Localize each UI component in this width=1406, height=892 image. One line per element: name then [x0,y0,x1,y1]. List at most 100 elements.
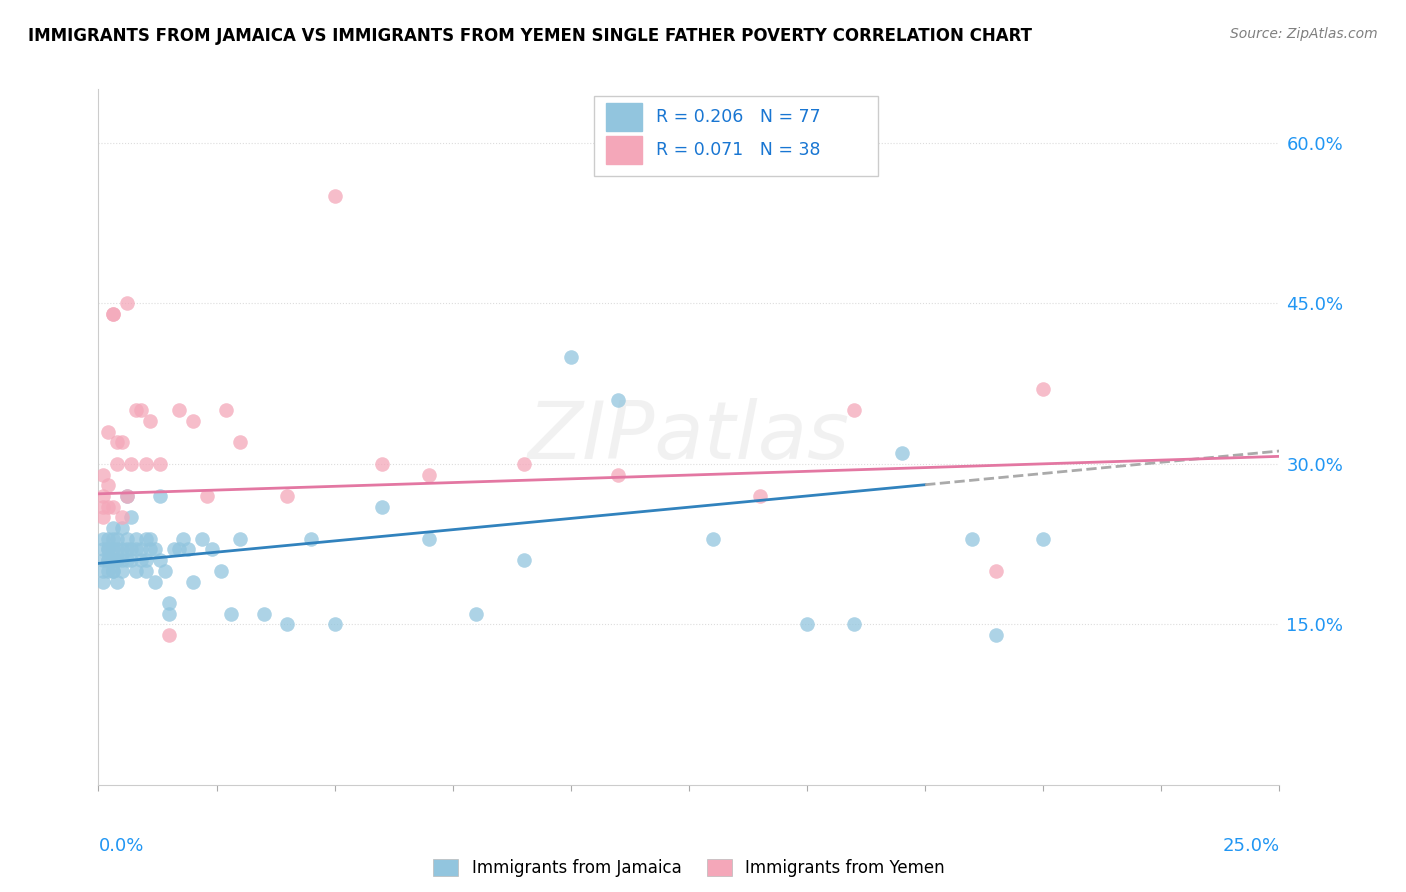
Point [125,542,148,557]
Point [157,607,180,621]
Text: R = 0.071   N = 38: R = 0.071 N = 38 [655,141,820,159]
Point [111,542,134,557]
Point [181,414,204,428]
Point [115,489,138,503]
Point [125,564,148,578]
Point [157,596,180,610]
Point [105,574,128,589]
Point [702,532,724,546]
Point [129,553,152,567]
Point [512,553,534,567]
Point [253,607,276,621]
Point [890,446,912,460]
Point [143,542,166,557]
Point [121,510,143,524]
Point [512,457,534,471]
Point [115,296,138,310]
Point [101,521,124,535]
Point [229,435,252,450]
Legend: Immigrants from Jamaica, Immigrants from Yemen: Immigrants from Jamaica, Immigrants from… [427,852,950,884]
Point [97,553,120,567]
Point [323,189,346,203]
Point [105,553,128,567]
Point [101,564,124,578]
Point [111,553,134,567]
Bar [606,103,641,131]
Text: 0.0%: 0.0% [98,837,143,855]
Point [748,489,770,503]
Point [129,403,152,417]
Point [149,489,172,503]
Point [984,628,1007,642]
Point [97,553,120,567]
Point [219,607,242,621]
Point [153,564,176,578]
Point [299,532,322,546]
Point [115,542,138,557]
Point [105,553,128,567]
Point [157,628,180,642]
Point [796,617,818,632]
Point [229,532,252,546]
Point [111,435,134,450]
Point [121,542,143,557]
Text: R = 0.206   N = 77: R = 0.206 N = 77 [655,108,821,126]
Point [101,532,124,546]
Point [91,553,114,567]
Text: IMMIGRANTS FROM JAMAICA VS IMMIGRANTS FROM YEMEN SINGLE FATHER POVERTY CORRELATI: IMMIGRANTS FROM JAMAICA VS IMMIGRANTS FR… [28,27,1032,45]
Point [143,574,166,589]
Point [97,542,120,557]
Point [97,425,120,439]
Point [97,542,120,557]
Point [139,532,162,546]
Point [135,553,157,567]
Point [125,532,148,546]
Point [191,532,214,546]
Point [97,564,120,578]
Point [125,403,148,417]
Point [149,457,172,471]
Point [172,532,194,546]
Point [195,489,218,503]
Point [97,532,120,546]
Point [91,510,114,524]
Point [121,457,143,471]
Point [465,607,488,621]
Point [607,392,630,407]
Point [101,307,124,321]
Point [984,564,1007,578]
Point [121,553,143,567]
Point [105,532,128,546]
Point [167,403,190,417]
Point [111,521,134,535]
Point [105,457,128,471]
Point [101,542,124,557]
Point [418,467,440,482]
Point [91,467,114,482]
Text: Source: ZipAtlas.com: Source: ZipAtlas.com [1230,27,1378,41]
Point [844,617,866,632]
Point [149,553,172,567]
Point [276,617,298,632]
Point [163,542,186,557]
Point [215,403,238,417]
Point [97,478,120,492]
Point [181,574,204,589]
Point [129,542,152,557]
Point [607,467,630,482]
Point [135,457,157,471]
Point [139,414,162,428]
Point [91,564,114,578]
Point [105,542,128,557]
Point [276,489,298,503]
Text: 25.0%: 25.0% [1222,837,1279,855]
Point [323,617,346,632]
Point [167,542,190,557]
Point [91,489,114,503]
Point [91,542,114,557]
Point [560,350,582,364]
Point [97,500,120,514]
Point [91,500,114,514]
Point [135,564,157,578]
Point [177,542,200,557]
